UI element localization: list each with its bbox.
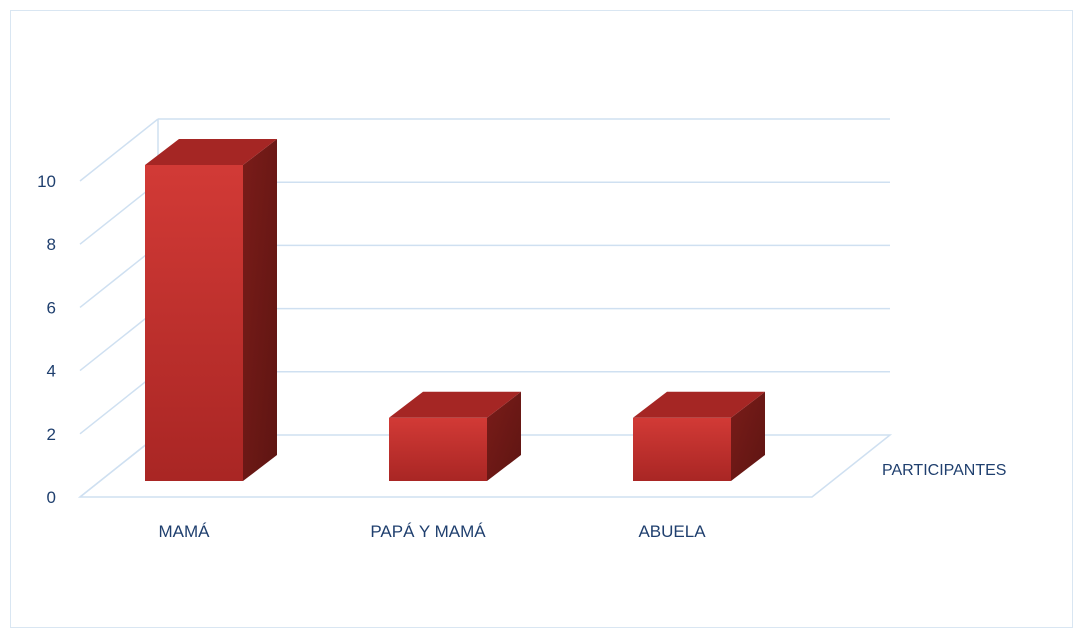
bars	[145, 139, 765, 481]
labels: 0 2 4 6 8 10 MAMÁ PAPÁ Y MAMÁ ABUELA PARTICIPANTE…	[37, 172, 1006, 541]
bar-top-2	[633, 391, 765, 418]
gridline-side-10	[79, 118, 159, 182]
y-tick-label: 0	[47, 488, 56, 507]
bar-side-2	[731, 391, 765, 481]
bar-side-1	[487, 391, 521, 481]
y-tick-label: 6	[47, 298, 56, 317]
y-tick-label: 2	[47, 425, 56, 444]
bar-top-1	[389, 391, 521, 418]
bar-front-2	[633, 417, 731, 481]
bar-front-0	[145, 165, 243, 481]
bar-top-0	[145, 139, 277, 165]
bar-side-0	[243, 139, 277, 481]
y-tick-label: 8	[47, 235, 56, 254]
x-tick-label: MAMÁ	[159, 522, 211, 541]
x-tick-label: ABUELA	[638, 522, 706, 541]
y-tick-label: 4	[47, 362, 56, 381]
x-tick-label: PAPÁ Y MAMÁ	[370, 522, 486, 541]
y-tick-label: 10	[37, 172, 56, 191]
bar-front-1	[389, 417, 487, 481]
series-label: PARTICIPANTES	[882, 462, 1006, 479]
